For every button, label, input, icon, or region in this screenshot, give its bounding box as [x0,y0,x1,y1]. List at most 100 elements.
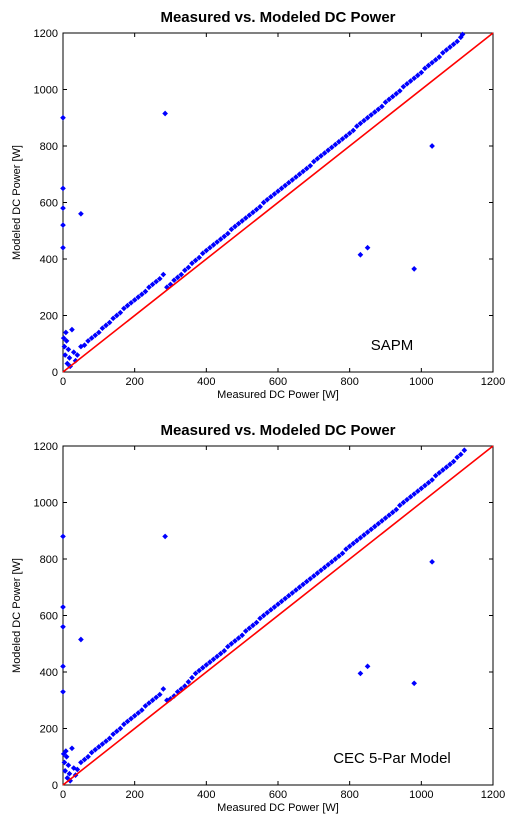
scatter-point [375,520,382,527]
scatter-point [332,141,339,148]
scatter-point [142,288,149,295]
y-tick-label: 1200 [34,28,58,40]
scatter-point [307,575,314,582]
scatter-point [411,75,417,82]
scatter-point [461,447,468,454]
scatter-point [192,257,199,264]
scatter-point [336,138,342,145]
scatter-point [85,338,91,344]
scatter-point [149,697,156,704]
scatter-point [293,174,299,180]
scatter-point [346,130,353,137]
scatter-point [393,90,400,97]
scatter-point [139,291,145,298]
scatter-point [325,561,331,568]
scatter-point [131,712,138,719]
scatter-point [96,744,102,750]
scatter-point [69,745,75,752]
scatter-point [354,123,360,130]
scatter-point [228,640,235,647]
scatter-point [314,155,321,162]
scatter-point [339,550,346,557]
scatter-point [110,315,116,322]
scatter-point [242,628,249,634]
scatter-point [414,488,421,495]
scatter-point [182,267,188,274]
chart-title: Measured vs. Modeled DC Power [160,9,395,26]
scatter-point [328,144,335,151]
scatter-point [422,482,428,489]
chart-panel-sapm: Measured vs. Modeled DC Power 0 200 400 600 8… [11,9,505,401]
scatter-point [414,72,421,79]
scatter-point [300,168,306,175]
scatter-points [60,31,466,370]
scatter-point [429,558,435,565]
scatter-point [214,239,220,245]
scatter-point [153,694,159,701]
scatter-point [397,88,403,94]
scatter-point [311,158,317,165]
scatter-point [92,332,99,339]
y-tick-label: 1000 [34,85,58,97]
scatter-point [72,357,79,364]
y-tick-label: 200 [40,724,58,736]
scatter-point [321,150,328,156]
scatter-point [99,325,106,332]
scatter-point [121,721,127,728]
scatter-point [246,625,253,632]
scatter-point [271,604,278,610]
scatter-point [250,209,256,216]
scatter-point [171,693,177,699]
x-tick-label: 1000 [409,789,433,801]
scatter-point [81,342,88,348]
scatter-point [411,266,417,272]
model-annotation: CEC 5-Par Model [333,750,451,767]
scatter-point [235,220,242,227]
scatter-point [303,165,310,172]
scatter-point [361,117,367,124]
y-tick-label: 1200 [34,441,58,453]
x-tick-label: 1200 [481,789,505,801]
scatter-point [411,680,417,687]
scatter-point [210,242,217,248]
scatter-point [128,715,134,722]
scatter-point [63,329,69,336]
scatter-point [314,570,321,576]
scatter-point [60,623,66,630]
y-tick-label: 400 [40,254,58,266]
scatter-point [221,647,228,654]
y-tick-label: 200 [40,311,58,323]
scatter-point [268,607,274,613]
scatter-point [78,636,84,643]
scatter-point [404,81,410,87]
scatter-point [160,686,167,692]
scatter-point [246,212,253,219]
scatter-point [339,136,346,142]
scatter-point [162,533,168,540]
scatter-point [225,230,231,237]
scatter-point [78,759,84,766]
y-tick-label: 800 [40,554,58,566]
scatter-point [67,777,73,784]
scatter-point [357,670,364,677]
scatter-point [153,278,159,285]
scatter-point [397,502,403,509]
scatter-point [124,302,131,309]
scatter-point [264,196,271,203]
scatter-point [60,205,66,211]
scatter-point [60,185,66,192]
x-axis-label: Measured DC Power [W] [217,802,339,814]
scatter-point [404,496,410,503]
scatter-point [88,749,95,756]
scatter-point [289,590,296,596]
y-axis-label: Modeled DC Power [W] [11,558,23,673]
scatter-point [146,700,152,706]
scatter-point [296,171,303,178]
scatter-point [214,653,220,660]
scatter-point [146,284,152,291]
scatter-point [203,247,210,254]
x-tick-label: 0 [60,789,66,801]
scatter-point [271,191,278,197]
x-tick-label: 800 [340,376,358,388]
scatter-point [203,662,210,668]
